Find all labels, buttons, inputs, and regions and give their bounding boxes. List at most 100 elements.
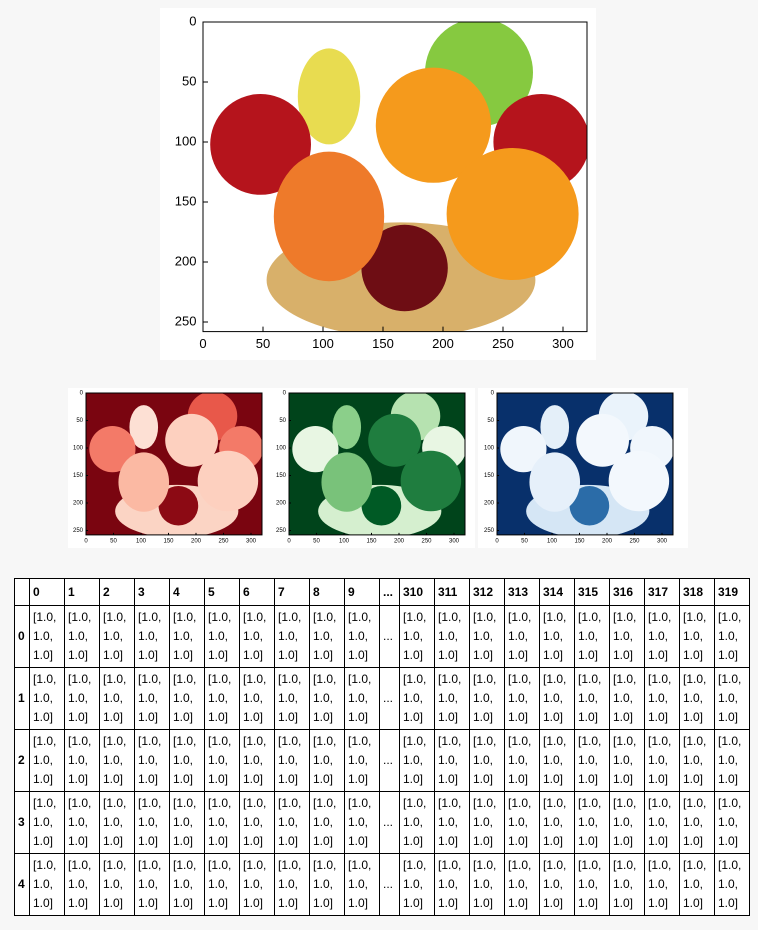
cell: [1.0, 1.0, 1.0] bbox=[344, 605, 380, 668]
y-tick-label: 200 bbox=[276, 501, 287, 507]
cell: [1.0, 1.0, 1.0] bbox=[169, 791, 205, 854]
cell: [1.0, 1.0, 1.0] bbox=[344, 667, 380, 730]
orange-pear bbox=[273, 151, 385, 282]
table-row: 4 [1.0, 1.0, 1.0] [1.0, 1.0, 1.0] [1.0, 1.0… bbox=[14, 853, 750, 916]
image bbox=[86, 393, 262, 535]
x-tick-label: 50 bbox=[521, 538, 528, 544]
cell: [1.0, 1.0, 1.0] bbox=[204, 605, 240, 668]
column-header: 6 bbox=[239, 578, 275, 606]
cell: [1.0, 1.0, 1.0] bbox=[644, 791, 680, 854]
cell: [1.0, 1.0, 1.0] bbox=[134, 729, 170, 792]
orange-pear bbox=[118, 452, 170, 512]
cell: ... bbox=[379, 667, 400, 730]
cell: [1.0, 1.0, 1.0] bbox=[434, 729, 470, 792]
column-header: 0 bbox=[29, 578, 65, 606]
cell: [1.0, 1.0, 1.0] bbox=[99, 667, 135, 730]
y-tick-label: 200 bbox=[175, 253, 197, 268]
cell: ... bbox=[379, 791, 400, 854]
apple bbox=[210, 93, 311, 195]
column-header: 312 bbox=[469, 578, 505, 606]
cell: [1.0, 1.0, 1.0] bbox=[504, 605, 540, 668]
column-header: 318 bbox=[679, 578, 715, 606]
cell: [1.0, 1.0, 1.0] bbox=[204, 729, 240, 792]
orange bbox=[375, 67, 491, 183]
image bbox=[203, 22, 587, 332]
cell: [1.0, 1.0, 1.0] bbox=[169, 729, 205, 792]
y-tick-label: 100 bbox=[175, 133, 197, 148]
x-tick-label: 150 bbox=[366, 538, 377, 544]
header-row: 0 1 2 3 4 5 6 7 8 9... 310 311 312 313 314 315 316 317 318… bbox=[14, 578, 750, 606]
cell: [1.0, 1.0, 1.0] bbox=[679, 667, 715, 730]
image bbox=[289, 393, 465, 535]
table-row: 2 [1.0, 1.0, 1.0] [1.0, 1.0, 1.0] [1.0, 1.0… bbox=[14, 729, 750, 792]
cell: [1.0, 1.0, 1.0] bbox=[609, 791, 645, 854]
cell: [1.0, 1.0, 1.0] bbox=[64, 791, 100, 854]
axes-frame bbox=[85, 392, 263, 536]
cell: [1.0, 1.0, 1.0] bbox=[169, 667, 205, 730]
x-tick-label: 100 bbox=[547, 538, 558, 544]
cell: [1.0, 1.0, 1.0] bbox=[204, 791, 240, 854]
cell: [1.0, 1.0, 1.0] bbox=[29, 729, 65, 792]
y-tick-label: 250 bbox=[484, 528, 495, 534]
x-tick-label: 0 bbox=[84, 538, 88, 544]
y-tick-label: 100 bbox=[73, 446, 84, 452]
cell: [1.0, 1.0, 1.0] bbox=[99, 791, 135, 854]
x-tick-label: 150 bbox=[163, 538, 174, 544]
x-tick-label: 50 bbox=[313, 538, 320, 544]
row-index: 1 bbox=[14, 667, 30, 730]
table-row: 1 [1.0, 1.0, 1.0] [1.0, 1.0, 1.0] [1.0, 1.0… bbox=[14, 667, 750, 730]
y-tick-label: 250 bbox=[73, 528, 84, 534]
cell: [1.0, 1.0, 1.0] bbox=[239, 791, 275, 854]
x-tick-label: 250 bbox=[218, 538, 229, 544]
cell: [1.0, 1.0, 1.0] bbox=[609, 605, 645, 668]
x-tick-label: 0 bbox=[287, 538, 291, 544]
cell: [1.0, 1.0, 1.0] bbox=[64, 605, 100, 668]
cell: [1.0, 1.0, 1.0] bbox=[309, 605, 345, 668]
x-tick-label: 250 bbox=[492, 336, 514, 351]
cell: [1.0, 1.0, 1.0] bbox=[574, 605, 610, 668]
table-row: 3 [1.0, 1.0, 1.0] [1.0, 1.0, 1.0] [1.0, 1.0… bbox=[14, 791, 750, 854]
cell: [1.0, 1.0, 1.0] bbox=[434, 791, 470, 854]
y-tick-label: 0 bbox=[80, 391, 84, 397]
cell: [1.0, 1.0, 1.0] bbox=[714, 667, 750, 730]
column-header: ... bbox=[379, 578, 400, 606]
cell: [1.0, 1.0, 1.0] bbox=[504, 791, 540, 854]
column-header: 7 bbox=[274, 578, 310, 606]
column-header: 2 bbox=[99, 578, 135, 606]
cell: [1.0, 1.0, 1.0] bbox=[64, 667, 100, 730]
y-tick-label: 50 bbox=[182, 73, 196, 88]
cell: [1.0, 1.0, 1.0] bbox=[169, 853, 205, 916]
cell: [1.0, 1.0, 1.0] bbox=[469, 729, 505, 792]
cell: [1.0, 1.0, 1.0] bbox=[574, 853, 610, 916]
y-tick-label: 0 bbox=[189, 13, 196, 28]
cell: [1.0, 1.0, 1.0] bbox=[274, 729, 310, 792]
y-tick-label: 0 bbox=[491, 391, 495, 397]
cell: [1.0, 1.0, 1.0] bbox=[679, 729, 715, 792]
cell: [1.0, 1.0, 1.0] bbox=[134, 791, 170, 854]
table-row: 0 [1.0, 1.0, 1.0] [1.0, 1.0, 1.0] [1.0, 1.0… bbox=[14, 605, 750, 668]
dark-apple bbox=[361, 224, 448, 312]
dark-apple bbox=[361, 485, 402, 526]
cell: [1.0, 1.0, 1.0] bbox=[99, 605, 135, 668]
cell: [1.0, 1.0, 1.0] bbox=[309, 667, 345, 730]
cell: [1.0, 1.0, 1.0] bbox=[539, 605, 575, 668]
cell: [1.0, 1.0, 1.0] bbox=[434, 605, 470, 668]
pear bbox=[129, 405, 159, 450]
cell: [1.0, 1.0, 1.0] bbox=[644, 729, 680, 792]
orange bbox=[197, 450, 259, 512]
cell: [1.0, 1.0, 1.0] bbox=[29, 791, 65, 854]
x-tick-label: 0 bbox=[495, 538, 499, 544]
cell: [1.0, 1.0, 1.0] bbox=[679, 605, 715, 668]
cell: [1.0, 1.0, 1.0] bbox=[679, 791, 715, 854]
y-tick-label: 150 bbox=[73, 473, 84, 479]
y-tick-label: 250 bbox=[175, 313, 197, 328]
cell: [1.0, 1.0, 1.0] bbox=[644, 667, 680, 730]
y-tick-label: 0 bbox=[283, 391, 287, 397]
row-index: 2 bbox=[14, 729, 30, 792]
row-index: 3 bbox=[14, 791, 30, 854]
cell: [1.0, 1.0, 1.0] bbox=[169, 605, 205, 668]
orange bbox=[400, 450, 462, 512]
y-tick-label: 250 bbox=[276, 528, 287, 534]
y-tick-label: 150 bbox=[484, 473, 495, 479]
